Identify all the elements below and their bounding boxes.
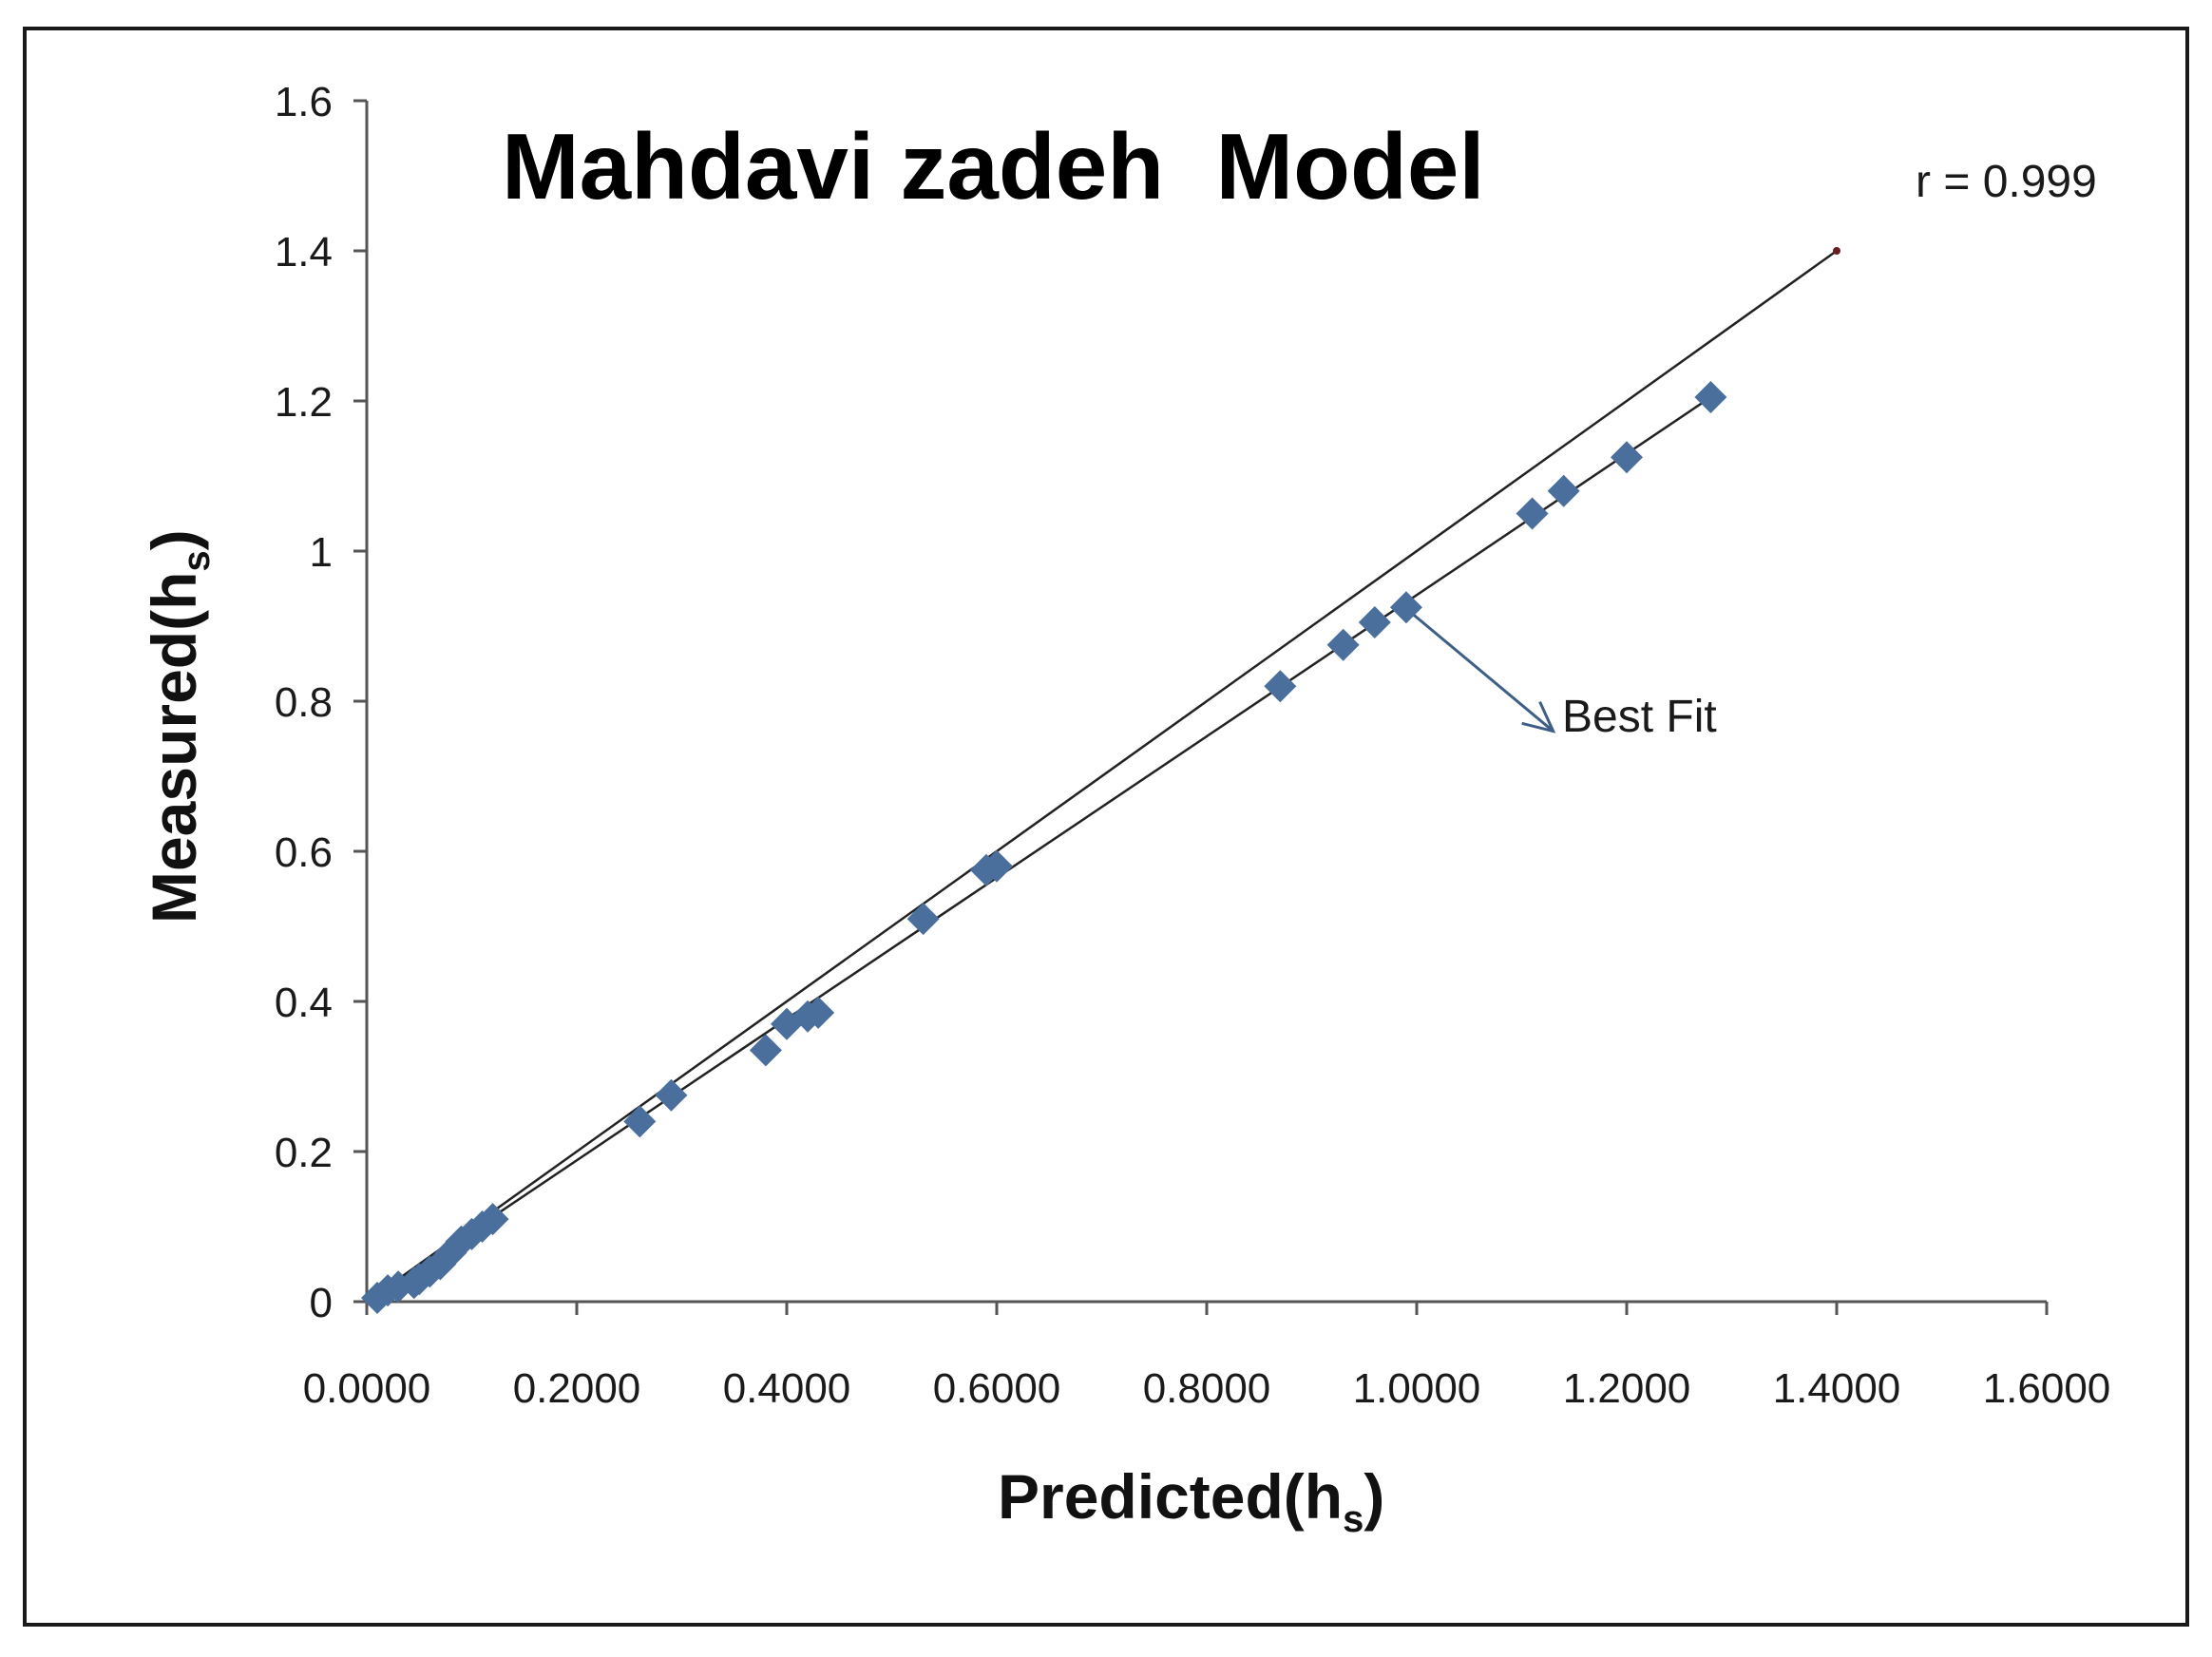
data-point [749,1034,782,1067]
x-tick-label: 0.2000 [513,1365,641,1412]
y-axis-ticks: 0 0.2 0.4 0.6 0.8 1 1.2 1.4 1.6 [275,79,367,1326]
y-axis-title-main: Measured(h [139,572,209,924]
y-tick-label: 0 [310,1280,333,1326]
x-axis-ticks: 0.0000 0.2000 0.4000 0.6000 0.8000 1.0000 1.20… [303,1302,2111,1412]
x-tick-label: 1.6000 [1983,1365,2111,1412]
data-point [981,849,1013,883]
x-tick-label: 0.0000 [303,1365,431,1412]
line-1-to-1 [366,249,1838,1304]
y-tick-label: 1.4 [275,229,333,276]
data-point [1611,441,1643,474]
y-tick-label: 0.2 [275,1130,333,1176]
data-point [1516,497,1549,530]
x-tick-label: 1.0000 [1353,1365,1481,1412]
data-point [1547,474,1580,507]
y-tick-label: 1.2 [275,379,333,426]
data-points [361,381,1727,1315]
data-point [1264,670,1297,703]
x-axis-title-close: ) [1363,1461,1384,1532]
data-point [906,903,940,936]
x-tick-label: 1.4000 [1773,1365,1901,1412]
chart-canvas: 0.0000 0.2000 0.4000 0.6000 0.8000 1.0000 1.20… [139,79,2111,1540]
y-tick-label: 0.6 [275,829,333,876]
r-value-label: r = 0.999 [1916,157,2097,207]
data-point [476,1203,509,1236]
x-axis-title-main: Predicted(h [998,1461,1343,1532]
x-tick-label: 0.6000 [933,1365,1061,1412]
y-axis-title: Measured(hs) [139,529,218,924]
y-tick-label: 0.4 [275,980,333,1026]
chart-frame: 0.0000 0.2000 0.4000 0.6000 0.8000 1.0000 1.20… [23,27,2189,1627]
line-endpoint-marker [1833,247,1840,255]
best-fit-arrow [1412,614,1556,733]
data-point [1326,628,1360,661]
data-point [623,1105,657,1138]
data-point [802,996,835,1029]
y-tick-label: 1.6 [275,79,333,125]
x-axis-title-sub: s [1343,1498,1363,1540]
y-tick-label: 0.8 [275,679,333,726]
best-fit-line [366,396,1712,1304]
y-axis-title-sub: s [176,550,218,571]
data-point [655,1078,688,1112]
arrow-shaft [1412,614,1554,733]
y-tick-label: 1 [310,529,333,576]
best-fit-label: Best Fit [1562,692,1717,742]
x-axis-title: Predicted(hs) [998,1461,1384,1540]
data-point [1694,381,1727,414]
reference-lines [366,247,1840,1304]
x-tick-label: 0.8000 [1143,1365,1271,1412]
chart-title: Mahdavi zadeh Model [502,114,1485,219]
data-point [1358,606,1391,639]
y-axis-title-close: ) [139,529,209,550]
x-tick-label: 0.4000 [723,1365,851,1412]
arrow-head [1521,701,1556,733]
x-tick-label: 1.2000 [1563,1365,1691,1412]
